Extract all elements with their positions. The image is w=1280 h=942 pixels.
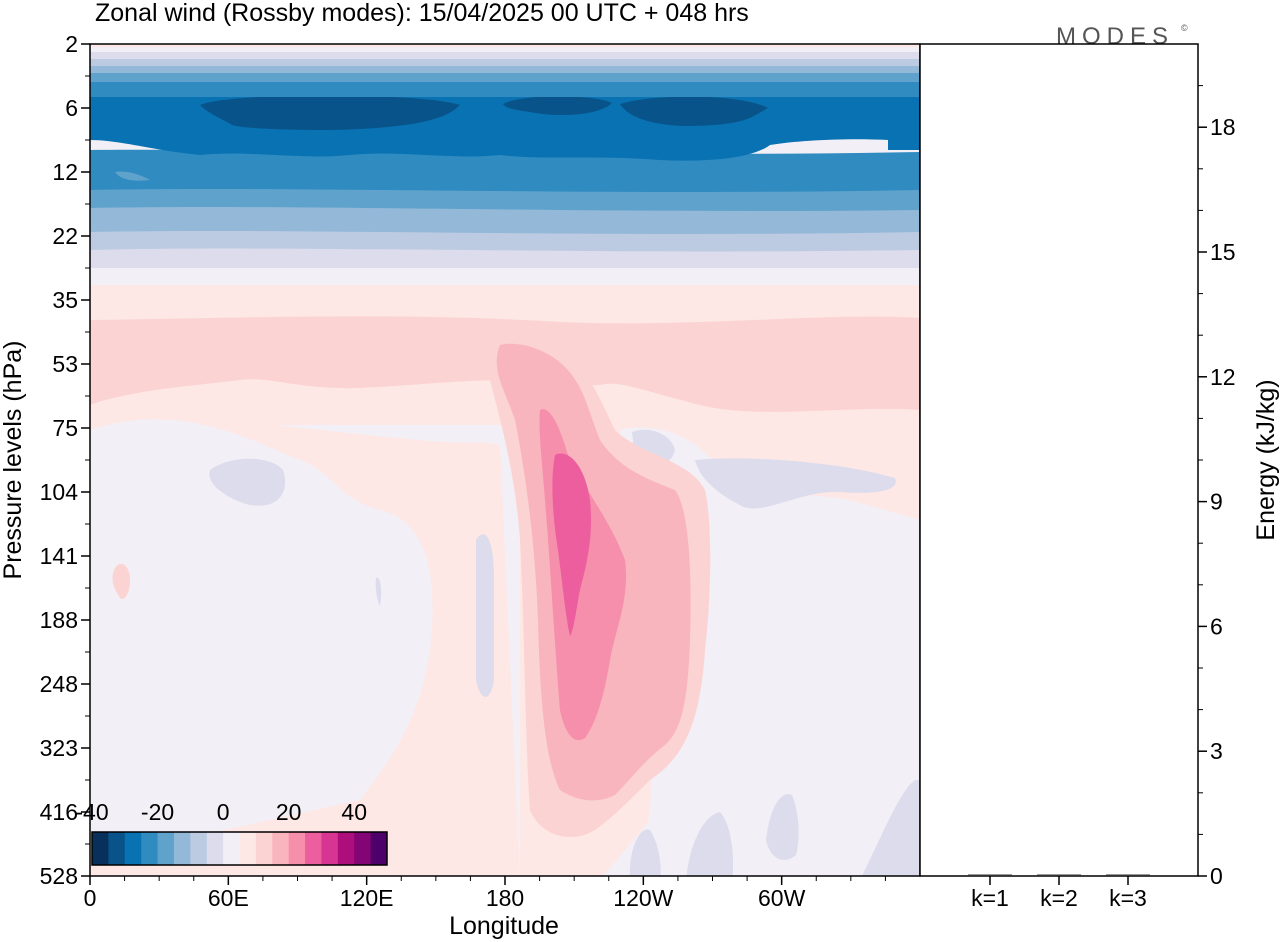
colorbar-tick-label: 40 — [341, 799, 367, 825]
energy-y-tick-label: 12 — [1210, 364, 1236, 390]
y-tick-label: 323 — [40, 735, 78, 761]
colorbar-swatch — [337, 832, 355, 865]
colorbar-tick-label: 0 — [217, 799, 230, 825]
energy-y-tick-label: 0 — [1210, 863, 1223, 889]
energy-x-tick-label: k=1 — [971, 885, 1009, 911]
energy-y-tick-label: 6 — [1210, 613, 1223, 639]
energy-panel: 0 3 6 9 12 15 18 k=1 k=2 k=3 — [968, 85, 1236, 911]
colorbar-swatch — [239, 832, 257, 865]
y-tick-label: 6 — [65, 95, 78, 121]
colorbar-swatch — [206, 832, 224, 865]
y-tick-label: 528 — [40, 863, 78, 889]
colorbar-tick-label: -40 — [75, 799, 108, 825]
colorbar-swatch — [92, 832, 109, 865]
colorbar-swatch — [173, 832, 191, 865]
y-tick-label: 104 — [40, 479, 79, 505]
x-tick-label: 60W — [758, 885, 806, 911]
energy-x-tick-label: k=2 — [1040, 885, 1078, 911]
colorbar-frame — [91, 831, 388, 866]
x-tick-label: 120W — [613, 885, 673, 911]
energy-bar — [1106, 874, 1150, 876]
energy-axis-label: Energy (kJ/kg) — [1252, 379, 1280, 540]
energy-y-tick-label: 3 — [1210, 738, 1223, 764]
colorbar-tick-label: 20 — [276, 799, 302, 825]
y-tick-label: 188 — [40, 607, 78, 633]
y-tick-label: 22 — [52, 223, 78, 249]
y-axis-label: Pressure levels (hPa) — [0, 341, 27, 580]
y-tick-label: 12 — [52, 159, 78, 185]
colorbar-swatch — [305, 832, 322, 865]
colorbar-swatch — [370, 832, 388, 865]
logo-copyright-mark: © — [1181, 23, 1188, 33]
energy-y-tick-label: 15 — [1210, 239, 1236, 265]
colorbar-swatch — [190, 832, 208, 865]
x-tick-label: 120E — [340, 885, 394, 911]
colorbar-tick-label: -20 — [141, 799, 174, 825]
energy-x-tick-label: k=3 — [1109, 885, 1147, 911]
colorbar-swatch — [255, 832, 273, 865]
x-tick-label: 60E — [208, 885, 249, 911]
colorbar-swatch — [272, 832, 290, 865]
y-tick-label: 141 — [40, 543, 78, 569]
colorbar-swatch — [321, 832, 339, 865]
pressure-axis: 2 6 12 22 35 53 75 104 141 188 248 323 416 528 — [40, 31, 90, 889]
y-tick-label: 248 — [40, 671, 78, 697]
energy-y-tick-label: 18 — [1210, 114, 1236, 140]
contour-field — [90, 44, 920, 876]
colorbar-swatch — [141, 832, 158, 865]
colorbar-swatch — [223, 832, 240, 865]
y-tick-label: 2 — [65, 31, 78, 57]
x-tick-label: 180 — [486, 885, 524, 911]
y-tick-label: 75 — [52, 415, 78, 441]
x-tick-label: 0 — [84, 885, 97, 911]
energy-plot-frame — [919, 43, 1199, 877]
chart-title: Zonal wind (Rossby modes): 15/04/2025 00… — [95, 0, 749, 27]
y-tick-label: 416 — [40, 799, 78, 825]
energy-bar — [968, 874, 1012, 876]
longitude-axis: 0 60E 120E 180 120W 60W — [84, 876, 886, 911]
colorbar: -40 -20 0 20 40 — [75, 799, 388, 866]
x-axis-label: Longitude — [449, 912, 559, 940]
colorbar-swatch — [124, 832, 142, 865]
colorbar-swatch — [157, 832, 175, 865]
y-tick-label: 53 — [52, 351, 78, 377]
colorbar-swatch — [354, 832, 372, 865]
energy-bar — [1037, 874, 1081, 876]
colorbar-swatch — [108, 832, 126, 865]
y-tick-label: 35 — [52, 287, 78, 313]
colorbar-swatch — [288, 832, 306, 865]
energy-y-tick-label: 9 — [1210, 489, 1223, 515]
